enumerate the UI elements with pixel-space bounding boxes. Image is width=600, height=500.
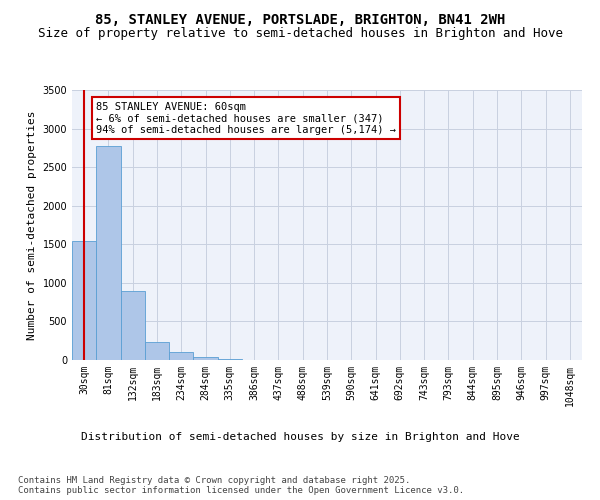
- Bar: [193, 358, 218, 360]
- Y-axis label: Number of semi-detached properties: Number of semi-detached properties: [27, 110, 37, 340]
- Bar: [169, 352, 193, 360]
- Text: Distribution of semi-detached houses by size in Brighton and Hove: Distribution of semi-detached houses by …: [80, 432, 520, 442]
- Text: 85, STANLEY AVENUE, PORTSLADE, BRIGHTON, BN41 2WH: 85, STANLEY AVENUE, PORTSLADE, BRIGHTON,…: [95, 12, 505, 26]
- Bar: [96, 146, 121, 360]
- Text: 85 STANLEY AVENUE: 60sqm
← 6% of semi-detached houses are smaller (347)
94% of s: 85 STANLEY AVENUE: 60sqm ← 6% of semi-de…: [96, 102, 396, 135]
- Text: Contains HM Land Registry data © Crown copyright and database right 2025.
Contai: Contains HM Land Registry data © Crown c…: [18, 476, 464, 495]
- Bar: [145, 342, 169, 360]
- Bar: [72, 241, 96, 360]
- Bar: [121, 290, 145, 360]
- Text: Size of property relative to semi-detached houses in Brighton and Hove: Size of property relative to semi-detach…: [37, 28, 563, 40]
- Bar: [218, 359, 242, 360]
